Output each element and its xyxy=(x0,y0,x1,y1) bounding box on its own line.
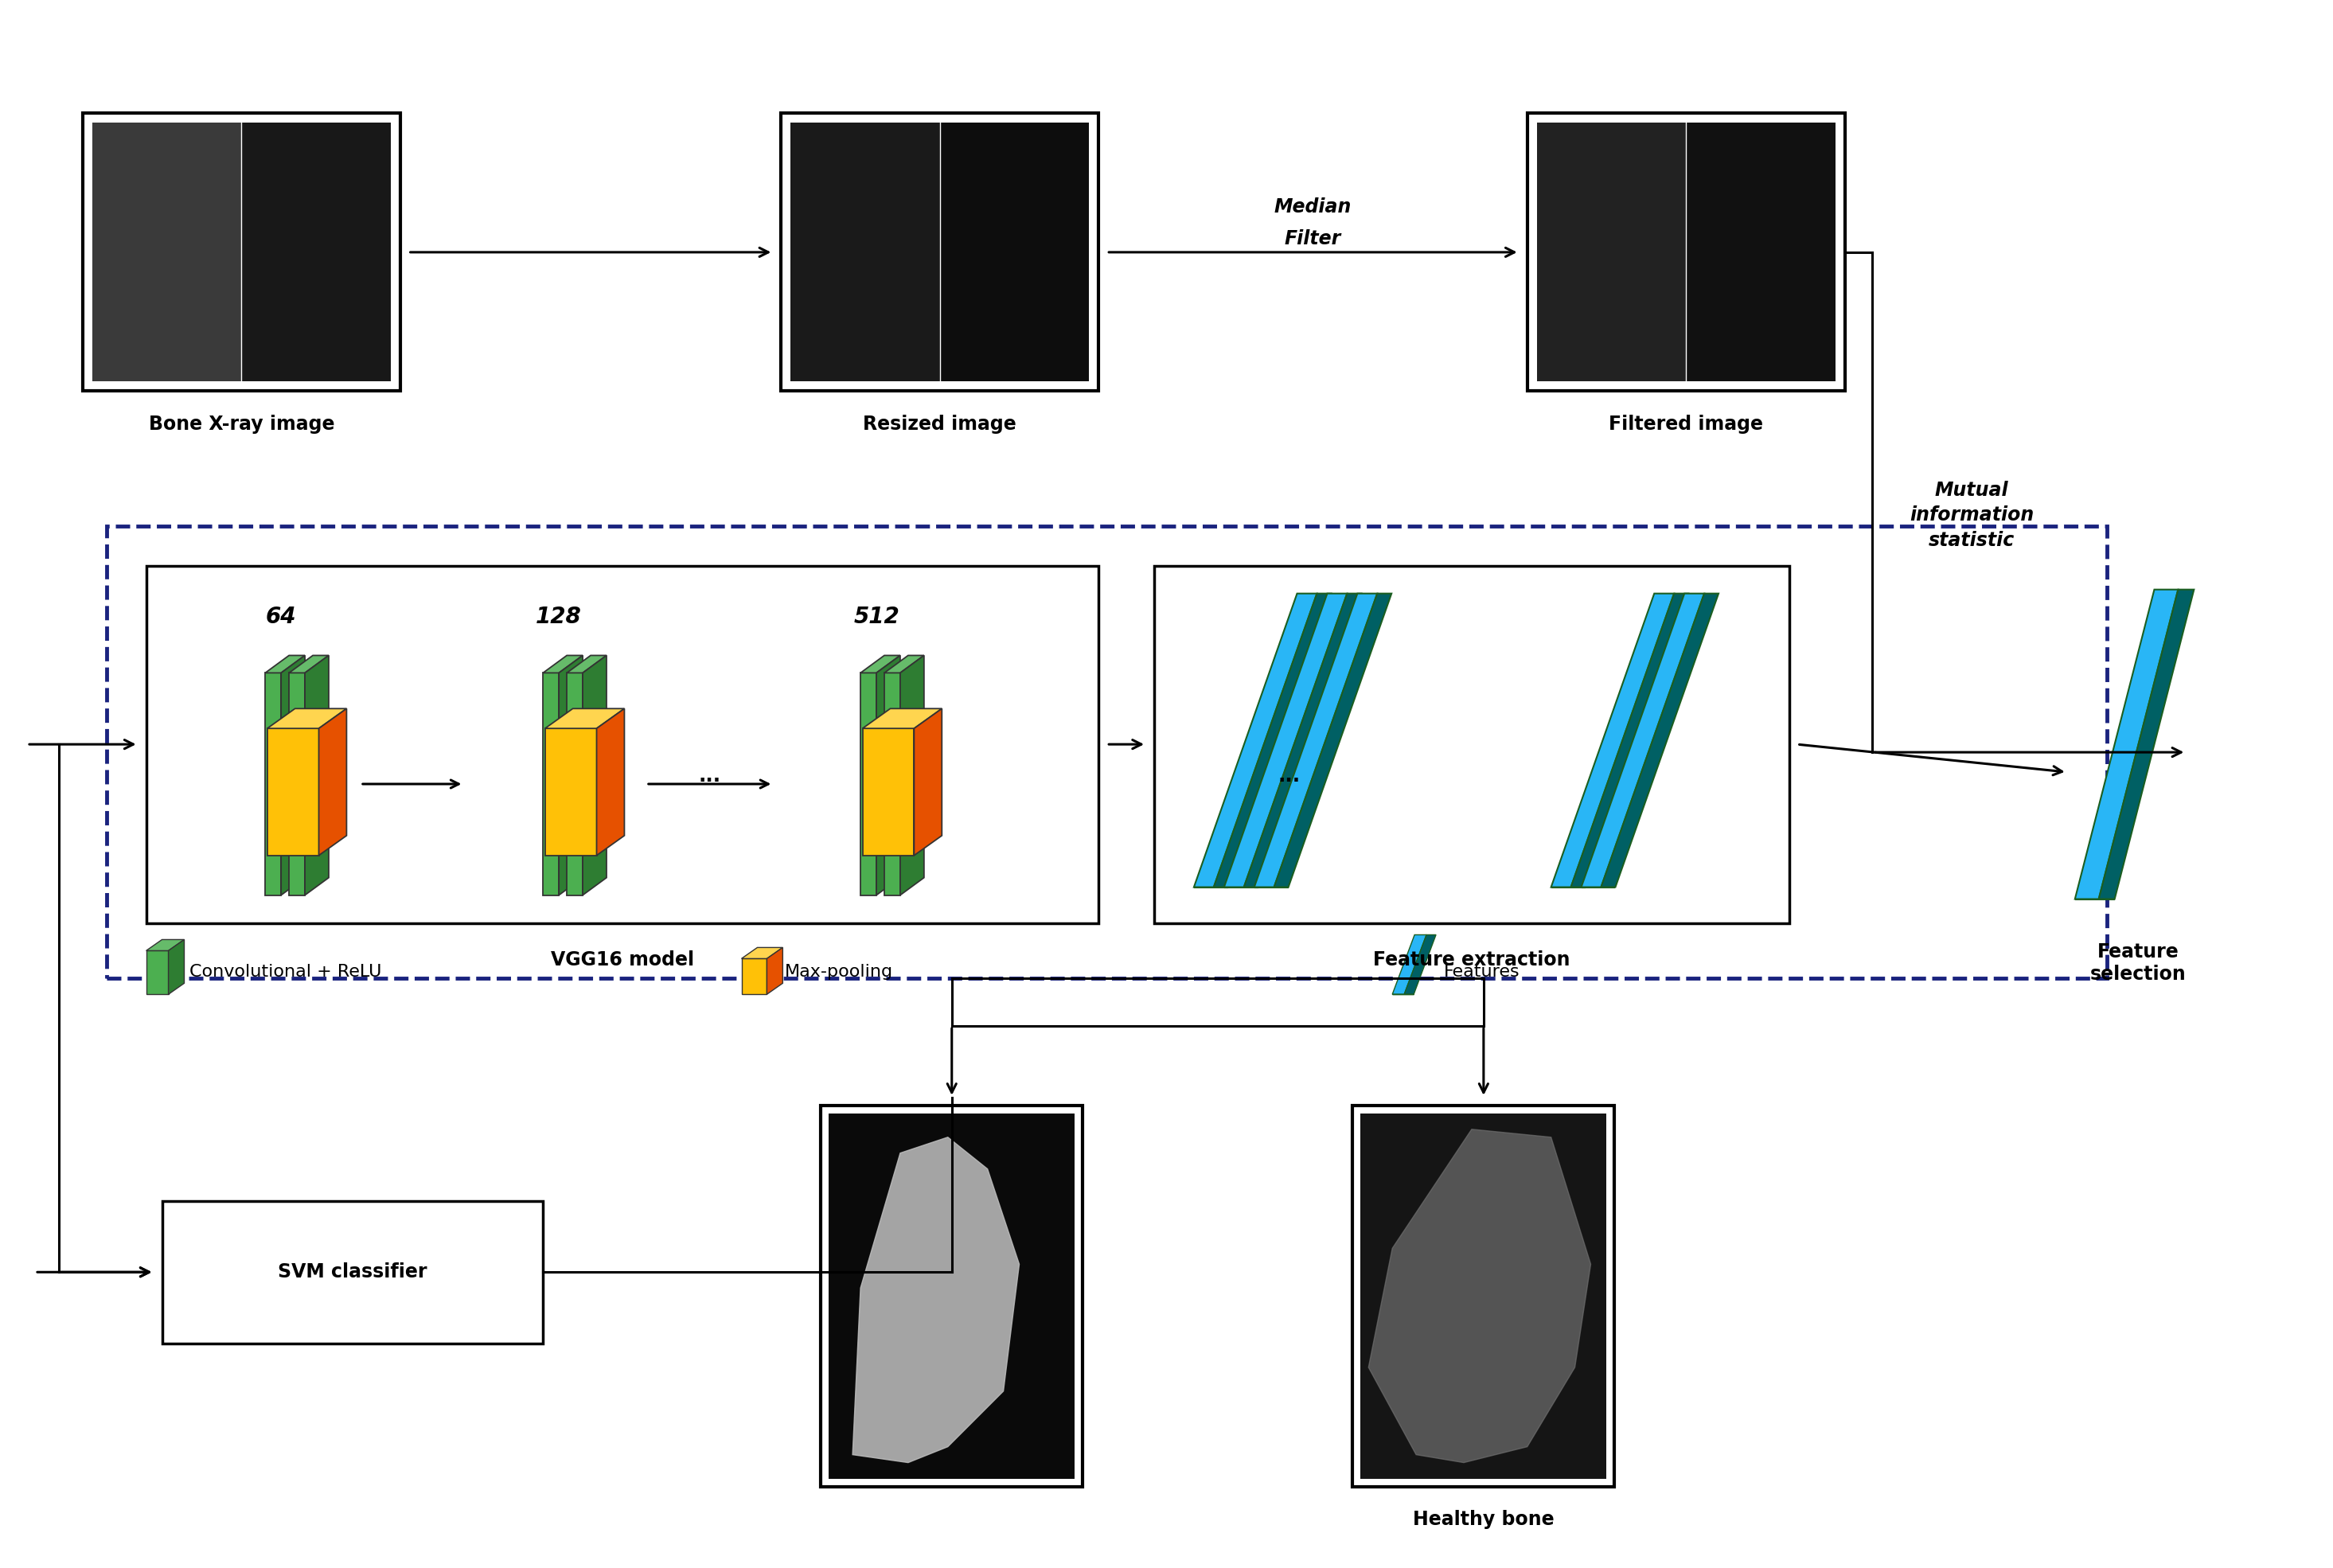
FancyBboxPatch shape xyxy=(147,566,1099,924)
FancyBboxPatch shape xyxy=(791,122,940,381)
Polygon shape xyxy=(567,673,583,895)
Polygon shape xyxy=(1255,594,1376,887)
Polygon shape xyxy=(1600,594,1719,887)
FancyBboxPatch shape xyxy=(1687,122,1836,381)
Text: 128: 128 xyxy=(537,605,581,627)
Polygon shape xyxy=(1582,594,1703,887)
Polygon shape xyxy=(1551,594,1675,887)
Polygon shape xyxy=(546,729,597,856)
Polygon shape xyxy=(1194,594,1316,887)
Polygon shape xyxy=(240,673,257,895)
Text: Convolutional + ReLU: Convolutional + ReLU xyxy=(189,964,383,980)
Polygon shape xyxy=(768,947,784,994)
FancyBboxPatch shape xyxy=(782,113,1099,390)
Polygon shape xyxy=(546,709,625,729)
Polygon shape xyxy=(147,950,168,994)
FancyBboxPatch shape xyxy=(82,113,401,390)
Text: Feature
selection: Feature selection xyxy=(2090,942,2186,985)
Text: VGG16 model: VGG16 model xyxy=(551,950,695,969)
Polygon shape xyxy=(266,655,306,673)
FancyBboxPatch shape xyxy=(1537,122,1687,381)
FancyBboxPatch shape xyxy=(940,122,1090,381)
Polygon shape xyxy=(567,655,607,673)
Polygon shape xyxy=(544,655,583,673)
Text: Bone X-ray image: Bone X-ray image xyxy=(149,416,334,434)
Polygon shape xyxy=(534,655,560,895)
Text: ...: ... xyxy=(1278,767,1299,786)
Text: Max-pooling: Max-pooling xyxy=(786,964,894,980)
Polygon shape xyxy=(2074,590,2179,898)
Text: 512: 512 xyxy=(854,605,901,627)
Polygon shape xyxy=(884,673,901,895)
Polygon shape xyxy=(1404,935,1437,994)
Text: ...: ... xyxy=(698,767,721,786)
Polygon shape xyxy=(1570,594,1689,887)
Polygon shape xyxy=(306,655,329,895)
Polygon shape xyxy=(583,655,607,895)
FancyBboxPatch shape xyxy=(1360,1113,1607,1479)
Polygon shape xyxy=(742,947,784,958)
Polygon shape xyxy=(838,655,877,673)
Polygon shape xyxy=(240,655,280,673)
FancyBboxPatch shape xyxy=(821,1105,1083,1486)
Polygon shape xyxy=(852,655,877,895)
Polygon shape xyxy=(861,655,901,673)
Polygon shape xyxy=(1243,594,1362,887)
Text: Median: Median xyxy=(1274,198,1351,216)
Polygon shape xyxy=(520,673,534,895)
Polygon shape xyxy=(861,673,877,895)
FancyBboxPatch shape xyxy=(828,1113,1076,1479)
Polygon shape xyxy=(280,655,306,895)
FancyBboxPatch shape xyxy=(240,122,390,381)
Polygon shape xyxy=(168,939,184,994)
Polygon shape xyxy=(266,673,280,895)
Polygon shape xyxy=(257,655,280,895)
Polygon shape xyxy=(1213,594,1332,887)
Polygon shape xyxy=(289,673,306,895)
Polygon shape xyxy=(838,673,852,895)
Polygon shape xyxy=(320,709,348,856)
Text: Resized image: Resized image xyxy=(863,416,1017,434)
Polygon shape xyxy=(742,958,768,994)
FancyBboxPatch shape xyxy=(161,1201,544,1344)
FancyBboxPatch shape xyxy=(93,122,240,381)
Polygon shape xyxy=(1274,594,1390,887)
Polygon shape xyxy=(520,655,560,673)
Polygon shape xyxy=(863,729,915,856)
FancyBboxPatch shape xyxy=(1155,566,1789,924)
Text: Filtered image: Filtered image xyxy=(1610,416,1764,434)
Polygon shape xyxy=(1393,935,1425,994)
Polygon shape xyxy=(1369,1129,1591,1463)
FancyBboxPatch shape xyxy=(1528,113,1845,390)
Polygon shape xyxy=(289,655,329,673)
Polygon shape xyxy=(268,709,348,729)
Polygon shape xyxy=(852,1137,1020,1463)
Polygon shape xyxy=(597,709,625,856)
Text: Feature extraction: Feature extraction xyxy=(1374,950,1570,969)
Polygon shape xyxy=(268,729,320,856)
Polygon shape xyxy=(1225,594,1346,887)
Polygon shape xyxy=(147,939,184,950)
Polygon shape xyxy=(544,673,560,895)
Polygon shape xyxy=(863,709,943,729)
Polygon shape xyxy=(877,655,901,895)
Text: SVM classifier: SVM classifier xyxy=(278,1262,427,1281)
Polygon shape xyxy=(2100,590,2193,898)
Text: Mutual
information
statistic: Mutual information statistic xyxy=(1908,480,2034,550)
Text: Filter: Filter xyxy=(1285,229,1341,248)
Polygon shape xyxy=(560,655,583,895)
Polygon shape xyxy=(884,655,924,673)
Text: 64: 64 xyxy=(266,605,296,627)
Text: Features: Features xyxy=(1444,964,1521,980)
FancyBboxPatch shape xyxy=(1353,1105,1614,1486)
Polygon shape xyxy=(901,655,924,895)
Text: Healthy bone: Healthy bone xyxy=(1414,1510,1554,1529)
Polygon shape xyxy=(915,709,943,856)
